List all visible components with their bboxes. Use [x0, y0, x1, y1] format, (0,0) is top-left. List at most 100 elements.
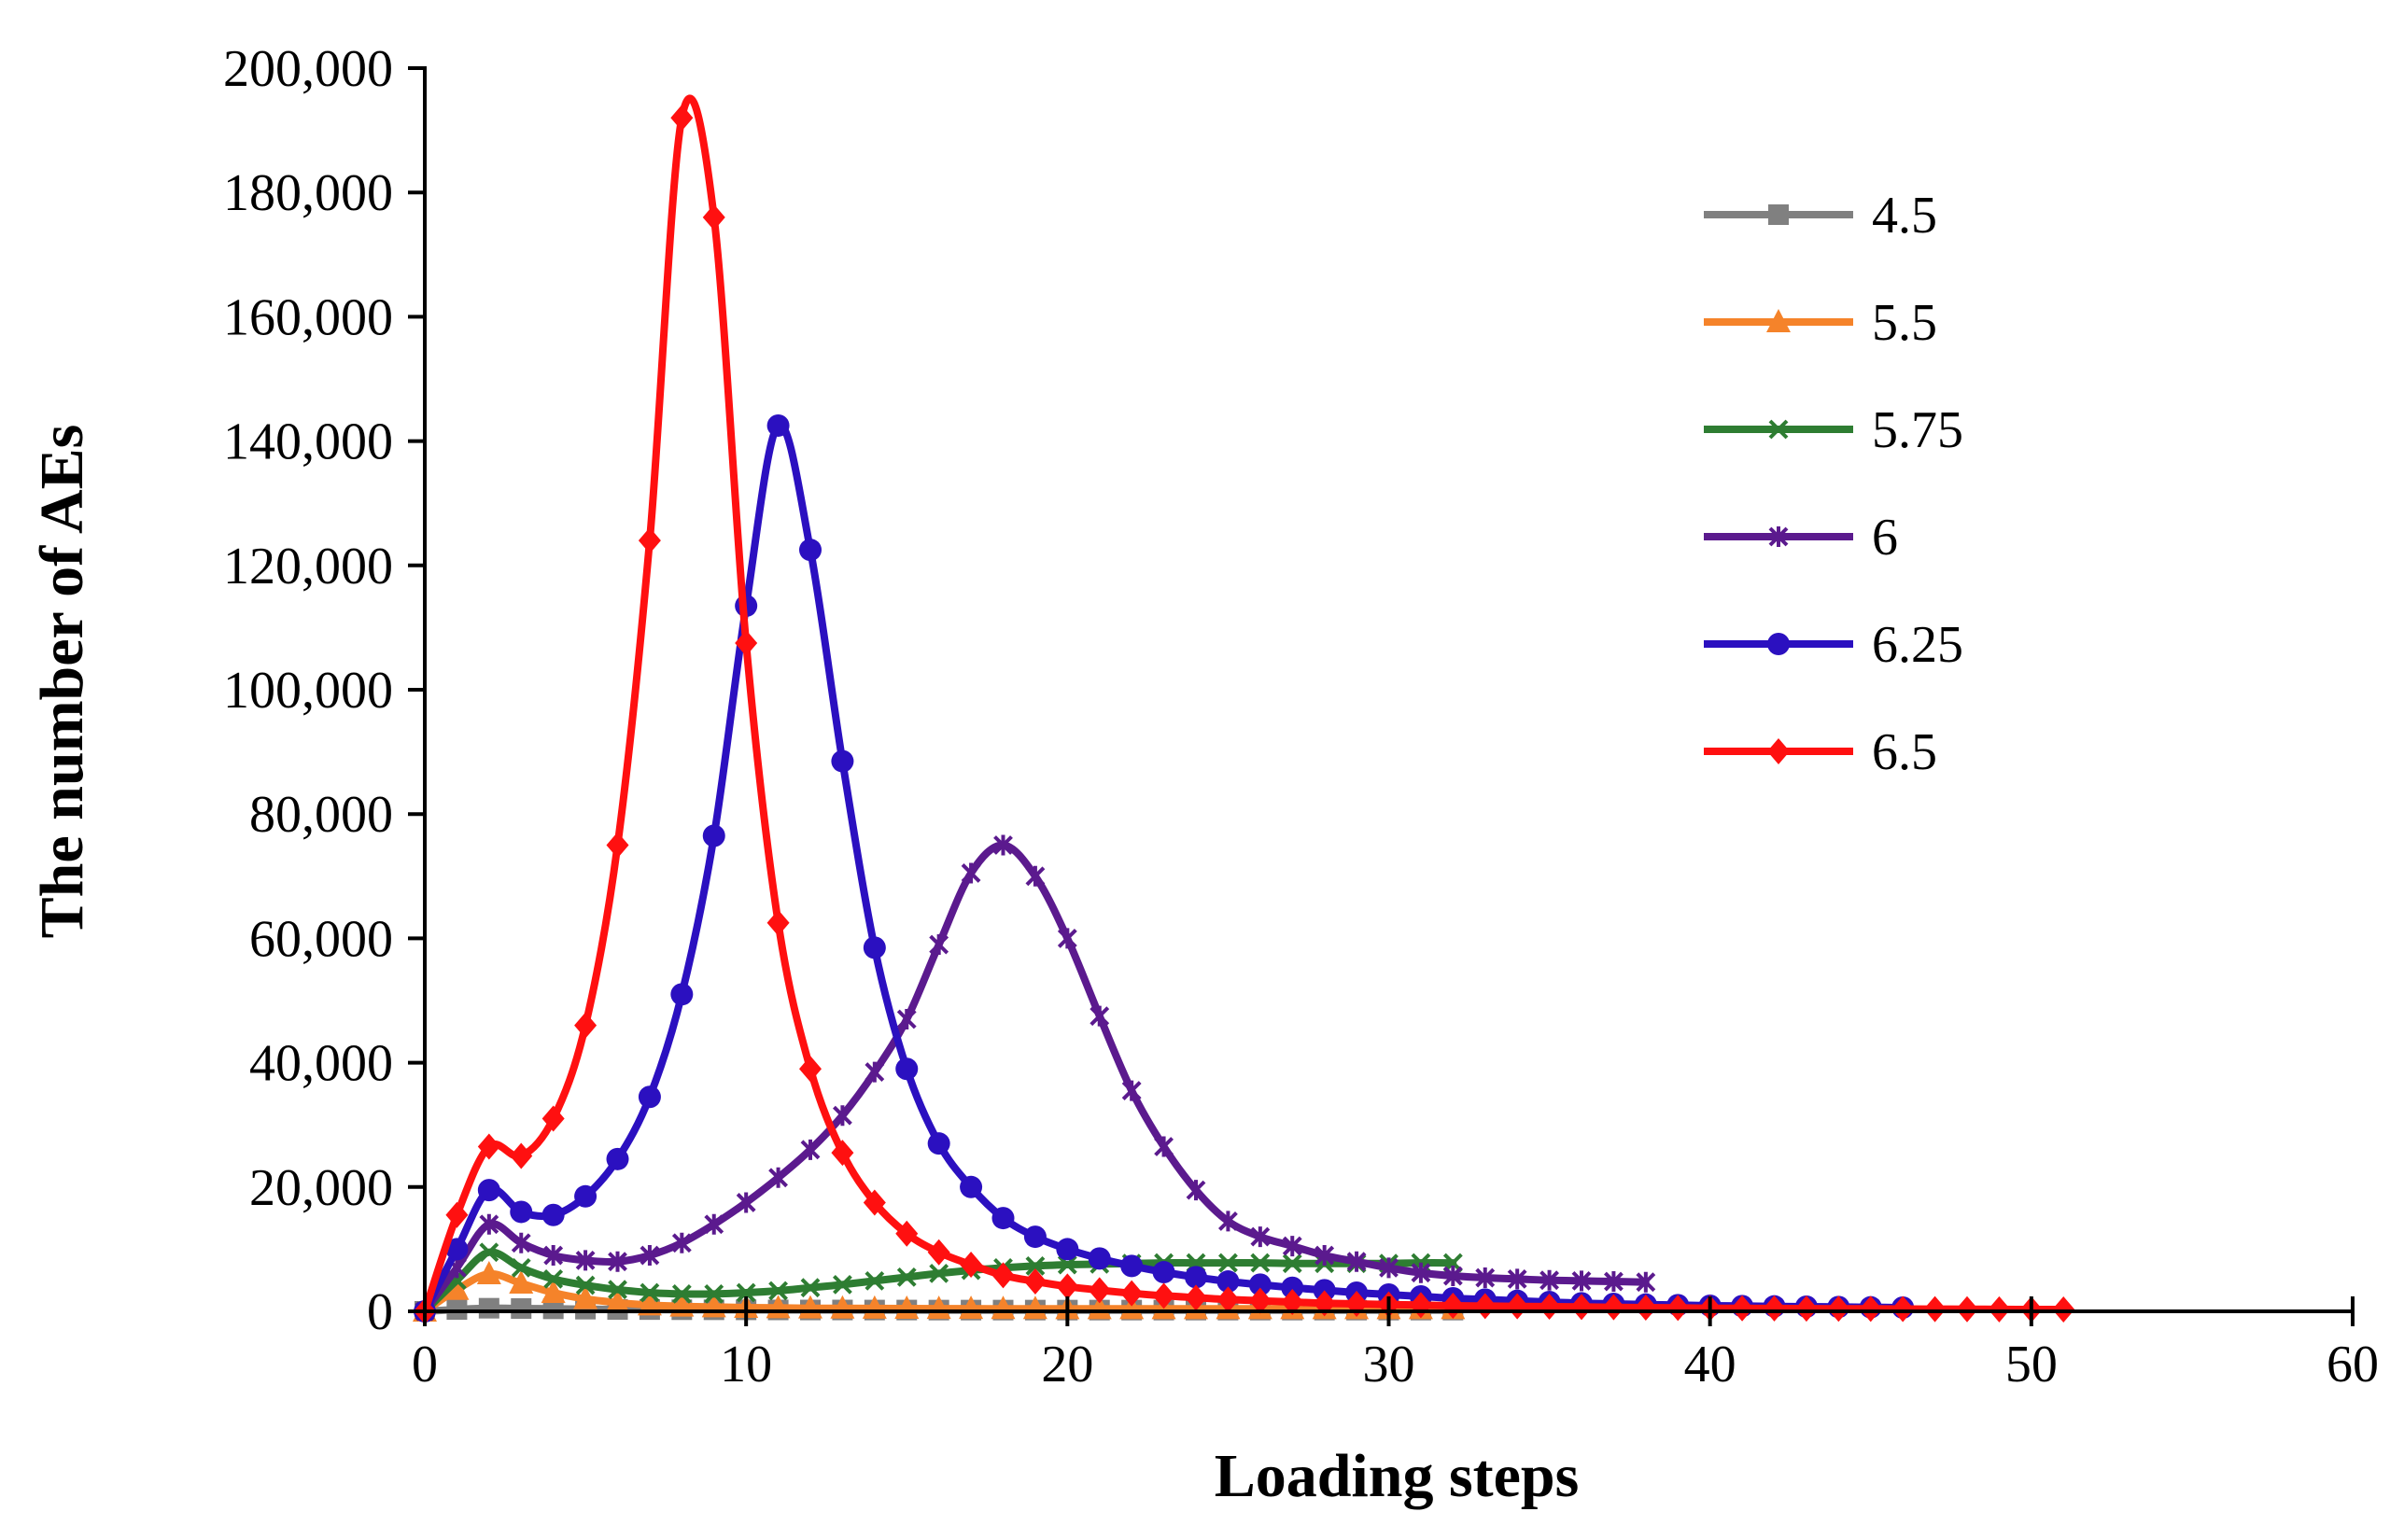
data-point-6-8 — [671, 1232, 692, 1253]
data-point-6.5-44 — [1827, 1295, 1850, 1323]
data-point-6.25-18 — [991, 1207, 1015, 1230]
data-point-6.25-5 — [574, 1184, 597, 1208]
x-axis-title: Loading steps — [1215, 1442, 1580, 1510]
data-point-6-24 — [1186, 1180, 1206, 1201]
legend-label: 5.5 — [1872, 294, 1937, 352]
legend-label: 6.25 — [1872, 616, 1963, 674]
data-point-6.5-3 — [510, 1142, 533, 1169]
legend-marker — [1767, 633, 1790, 655]
data-point-5.5-3 — [509, 1270, 534, 1295]
data-point-6-13 — [833, 1105, 852, 1127]
data-point-6.5-19 — [1023, 1268, 1047, 1295]
data-point-5.75-12 — [800, 1278, 821, 1298]
data-point-6.25-1 — [445, 1238, 469, 1261]
data-point-5.75-19 — [1025, 1255, 1046, 1276]
legend-label: 4.5 — [1872, 187, 1937, 245]
data-point-6.25-24 — [1185, 1266, 1207, 1289]
data-point-5.75-2 — [479, 1242, 499, 1263]
series-layer — [413, 94, 2075, 1324]
data-point-6-26 — [1250, 1226, 1271, 1248]
y-tick-label: 60,000 — [249, 910, 393, 968]
data-point-6.5-24 — [1185, 1284, 1207, 1311]
data-point-6-20 — [1057, 928, 1077, 949]
data-point-6.5-35 — [1538, 1294, 1561, 1321]
data-point-6.5-20 — [1056, 1273, 1079, 1300]
data-point-6-34 — [1507, 1268, 1527, 1290]
data-point-5.5-22 — [1119, 1295, 1145, 1320]
data-point-6-14 — [865, 1061, 885, 1083]
data-point-5.75-7 — [640, 1282, 660, 1303]
data-point-6.25-3 — [510, 1200, 533, 1224]
data-point-6.25-12 — [799, 539, 822, 562]
data-point-5.5-1 — [444, 1276, 470, 1300]
data-point-5.5-21 — [1087, 1295, 1112, 1320]
data-point-6.25-21 — [1088, 1247, 1111, 1270]
data-point-5.75-6 — [608, 1280, 627, 1300]
data-point-6.25-22 — [1120, 1254, 1144, 1278]
data-point-6-27 — [1282, 1236, 1302, 1257]
data-point-4.5-3 — [511, 1298, 532, 1320]
legend-item-5.75: 5.75 — [1704, 401, 1963, 459]
data-point-6-38 — [1636, 1271, 1656, 1293]
data-point-6.5-48 — [1956, 1295, 1978, 1323]
data-point-6.5-46 — [1891, 1295, 1915, 1323]
data-point-6.5-2 — [477, 1133, 500, 1160]
data-point-6-32 — [1442, 1266, 1463, 1287]
data-point-5.5-6 — [605, 1289, 630, 1313]
data-point-6-16 — [929, 934, 949, 956]
data-point-4.5-4 — [542, 1298, 564, 1320]
data-point-6.5-12 — [799, 1056, 822, 1083]
data-point-6-11 — [768, 1167, 788, 1188]
data-point-5.75-16 — [929, 1263, 949, 1283]
legend-marker — [1767, 738, 1790, 764]
data-point-5.75-25 — [1218, 1253, 1238, 1273]
data-point-5.75-5 — [575, 1275, 596, 1295]
x-tick-label: 50 — [2005, 1336, 2058, 1393]
legend-marker — [1768, 419, 1789, 440]
data-point-6.5-16 — [927, 1239, 950, 1266]
data-point-6-23 — [1154, 1136, 1174, 1157]
data-point-6.5-23 — [1152, 1282, 1175, 1309]
data-point-5.75-9 — [704, 1283, 724, 1304]
y-tick-label: 20,000 — [249, 1159, 393, 1217]
y-tick-label: 120,000 — [223, 538, 393, 595]
data-point-6.5-43 — [1794, 1295, 1818, 1323]
data-point-6-4 — [543, 1245, 564, 1267]
data-point-5.75-4 — [543, 1268, 564, 1289]
data-point-6-18 — [993, 834, 1013, 856]
data-point-6.25-26 — [1248, 1273, 1272, 1296]
data-point-6.5-13 — [831, 1140, 854, 1167]
data-point-6.5-7 — [638, 527, 661, 554]
data-point-6.5-21 — [1088, 1277, 1111, 1304]
data-point-6.25-19 — [1023, 1225, 1047, 1249]
data-point-5.75-20 — [1057, 1254, 1077, 1275]
legend-label: 6 — [1872, 509, 1898, 567]
data-point-5.5-4 — [541, 1280, 566, 1304]
data-point-6.25-9 — [702, 824, 725, 847]
data-point-6.5-15 — [895, 1220, 919, 1247]
y-tick-label: 40,000 — [249, 1035, 393, 1093]
data-point-6.5-41 — [1731, 1295, 1754, 1322]
data-point-6-7 — [640, 1245, 660, 1267]
data-point-6-25 — [1218, 1211, 1238, 1232]
data-point-6.25-27 — [1281, 1276, 1304, 1299]
data-point-6.5-17 — [960, 1252, 983, 1279]
y-tick-label: 180,000 — [223, 164, 393, 222]
data-point-5.5-5 — [573, 1285, 598, 1309]
x-tick-label: 60 — [2327, 1336, 2379, 1393]
data-point-5.75-14 — [865, 1270, 885, 1291]
data-point-5.75-13 — [833, 1274, 852, 1295]
data-point-6.5-22 — [1120, 1280, 1144, 1307]
data-point-6.5-45 — [1859, 1295, 1882, 1323]
data-point-6.5-27 — [1281, 1289, 1304, 1316]
data-point-6.25-13 — [831, 749, 854, 773]
data-point-6-21 — [1090, 1005, 1110, 1027]
data-point-6.5-37 — [1602, 1294, 1625, 1321]
x-tick-label: 40 — [1684, 1336, 1736, 1393]
data-point-6.5-42 — [1763, 1295, 1786, 1322]
legend-marker — [1768, 204, 1789, 225]
data-point-6-19 — [1025, 865, 1046, 887]
x-tick-label: 20 — [1041, 1336, 1093, 1393]
data-point-6-37 — [1604, 1271, 1624, 1293]
data-point-6.5-26 — [1248, 1287, 1272, 1314]
